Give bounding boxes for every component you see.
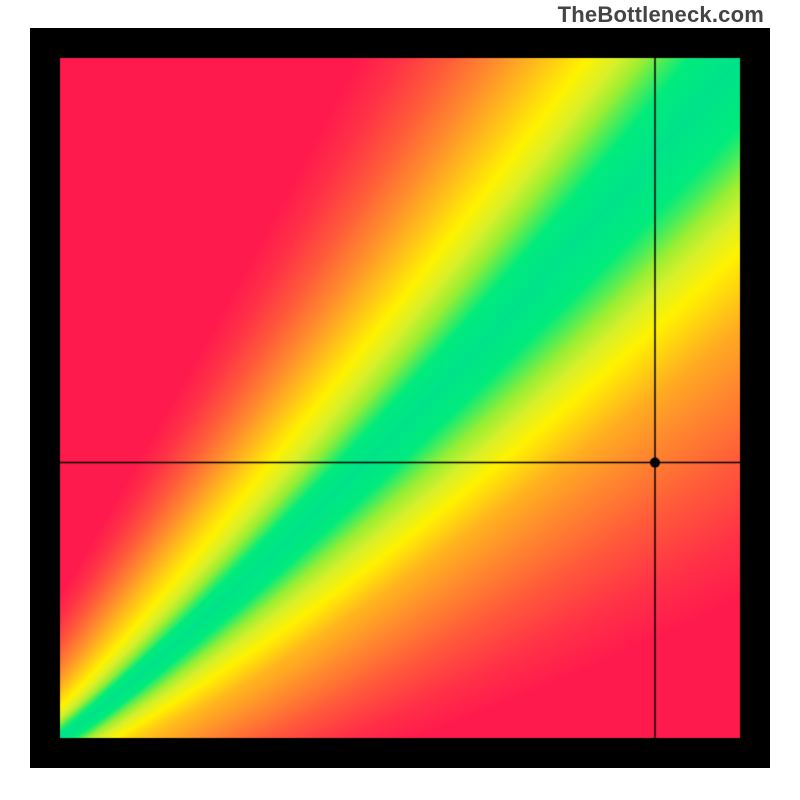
watermark-text: TheBottleneck.com: [558, 2, 764, 28]
heatmap-canvas: [30, 28, 770, 768]
chart-container: TheBottleneck.com: [0, 0, 800, 800]
